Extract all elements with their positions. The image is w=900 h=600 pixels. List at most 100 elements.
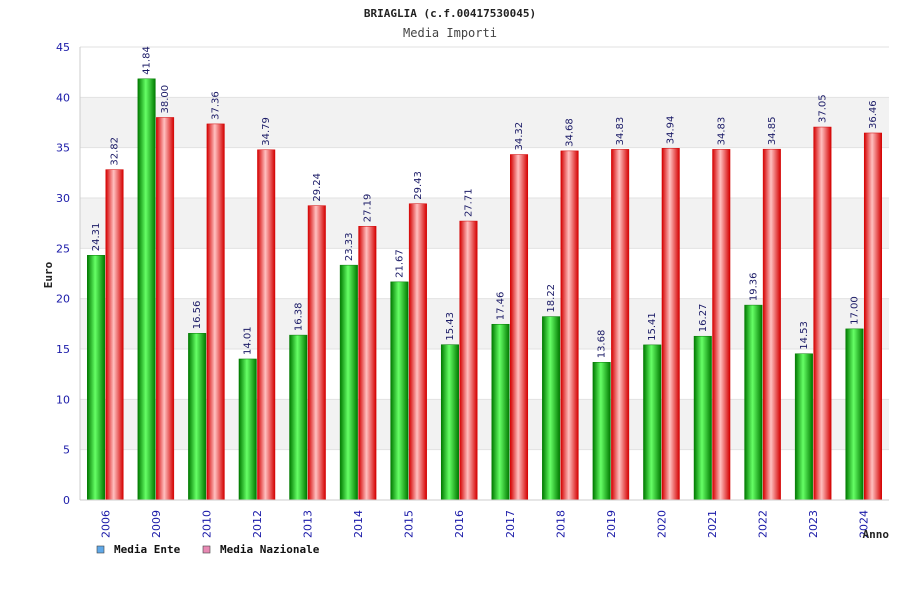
data-label: 23.33 <box>344 233 355 262</box>
data-label: 29.43 <box>413 171 424 200</box>
data-label: 19.36 <box>748 272 759 301</box>
data-label: 34.83 <box>615 117 626 146</box>
bar-media-ente <box>542 316 561 501</box>
data-label: 17.00 <box>849 296 860 325</box>
data-label: 38.00 <box>160 85 171 114</box>
y-axis-label: Euro <box>42 261 55 288</box>
bar-media-nazionale <box>762 148 781 501</box>
data-label: 18.22 <box>546 284 557 313</box>
x-tick-label: 2020 <box>655 510 668 538</box>
x-tick-label: 2013 <box>302 510 315 538</box>
data-label: 34.68 <box>565 118 576 147</box>
bar-media-ente <box>289 334 308 501</box>
bar-media-ente <box>238 358 257 501</box>
bar-media-ente <box>440 344 459 501</box>
bar-media-nazionale <box>206 123 225 501</box>
bar-media-nazionale <box>105 169 124 501</box>
x-tick-label: 2019 <box>605 510 618 538</box>
bar-media-nazionale <box>712 149 731 501</box>
x-tick-label: 2021 <box>706 510 719 538</box>
bar-media-ente <box>188 333 207 501</box>
y-tick-label: 0 <box>63 494 70 507</box>
bar-media-ente <box>87 255 106 501</box>
bar-media-ente <box>845 328 864 501</box>
data-label: 16.38 <box>293 302 304 331</box>
bar-media-nazionale <box>611 149 630 501</box>
x-tick-label: 2010 <box>200 510 213 538</box>
data-label: 15.41 <box>647 312 658 341</box>
data-label: 16.27 <box>698 304 709 333</box>
y-tick-label: 20 <box>56 293 70 306</box>
data-label: 21.67 <box>394 249 405 278</box>
data-label: 24.31 <box>91 223 102 252</box>
data-label: 34.79 <box>261 117 272 146</box>
bar-media-ente <box>744 304 763 501</box>
x-tick-label: 2022 <box>757 510 770 538</box>
data-label: 32.82 <box>110 137 121 166</box>
data-label: 34.85 <box>767 117 778 146</box>
bar-media-ente <box>339 264 358 501</box>
bars <box>87 78 882 501</box>
data-label: 14.01 <box>243 326 254 355</box>
legend-swatch-media-ente <box>96 545 105 554</box>
data-labels: 24.31 32.82 41.84 38.00 16.56 37.36 14.01 34.79… <box>91 46 879 358</box>
x-axis-ticks: 2006 2009 2010 2012 2013 2014 2015 2016 2017 2018… <box>99 510 870 538</box>
bar-media-nazionale <box>307 205 326 501</box>
bar-media-ente <box>643 344 662 501</box>
data-label: 27.19 <box>362 194 373 223</box>
chart-subtitle: Media Importi <box>403 26 497 40</box>
bar-media-nazionale <box>661 148 680 501</box>
data-label: 37.36 <box>211 91 222 120</box>
bar-media-nazionale <box>257 149 276 501</box>
data-label: 27.71 <box>463 188 474 217</box>
bar-media-ente <box>693 335 712 501</box>
x-tick-label: 2009 <box>150 510 163 538</box>
y-tick-label: 5 <box>63 444 70 457</box>
data-label: 13.68 <box>597 330 608 359</box>
data-label: 14.53 <box>799 321 810 350</box>
y-tick-label: 15 <box>56 343 70 356</box>
x-tick-label: 2014 <box>352 510 365 538</box>
legend-label-media-nazionale: Media Nazionale <box>220 543 320 556</box>
y-tick-label: 40 <box>56 91 70 104</box>
bar-media-nazionale <box>560 150 579 501</box>
data-label: 34.94 <box>666 116 677 145</box>
legend: Media Ente Media Nazionale <box>96 543 320 556</box>
data-label: 41.84 <box>142 46 153 75</box>
bar-media-nazionale <box>459 220 478 501</box>
data-label: 34.32 <box>514 122 525 151</box>
bar-media-nazionale <box>510 154 529 501</box>
y-tick-label: 30 <box>56 192 70 205</box>
x-tick-label: 2012 <box>251 510 264 538</box>
x-tick-label: 2017 <box>504 510 517 538</box>
data-label: 15.43 <box>445 312 456 341</box>
legend-label-media-ente: Media Ente <box>114 543 181 556</box>
legend-swatch-media-nazionale <box>202 545 211 554</box>
bar-media-nazionale <box>358 226 377 501</box>
data-label: 16.56 <box>192 301 203 330</box>
y-tick-label: 45 <box>56 41 70 54</box>
x-tick-label: 2018 <box>554 510 567 538</box>
bar-media-ente <box>794 353 813 501</box>
data-label: 34.83 <box>716 117 727 146</box>
bar-media-ente <box>491 323 510 501</box>
bar-media-nazionale <box>408 203 427 501</box>
bar-media-nazionale <box>863 132 882 501</box>
bar-media-ente <box>592 362 611 501</box>
x-axis-label: Anno <box>863 528 890 541</box>
data-label: 17.46 <box>496 292 507 321</box>
y-tick-label: 10 <box>56 393 70 406</box>
x-tick-label: 2016 <box>453 510 466 538</box>
x-tick-label: 2024 <box>858 510 871 538</box>
bar-media-nazionale <box>156 117 175 501</box>
y-axis-ticks: 0 5 10 15 20 25 30 35 40 45 <box>56 41 70 507</box>
bar-media-ente <box>137 78 156 501</box>
y-tick-label: 25 <box>56 242 70 255</box>
x-tick-label: 2006 <box>99 510 112 538</box>
data-label: 36.46 <box>868 100 879 129</box>
x-tick-label: 2015 <box>403 510 416 538</box>
chart-title: BRIAGLIA (c.f.00417530045) <box>364 7 536 20</box>
x-tick-label: 2023 <box>807 510 820 538</box>
